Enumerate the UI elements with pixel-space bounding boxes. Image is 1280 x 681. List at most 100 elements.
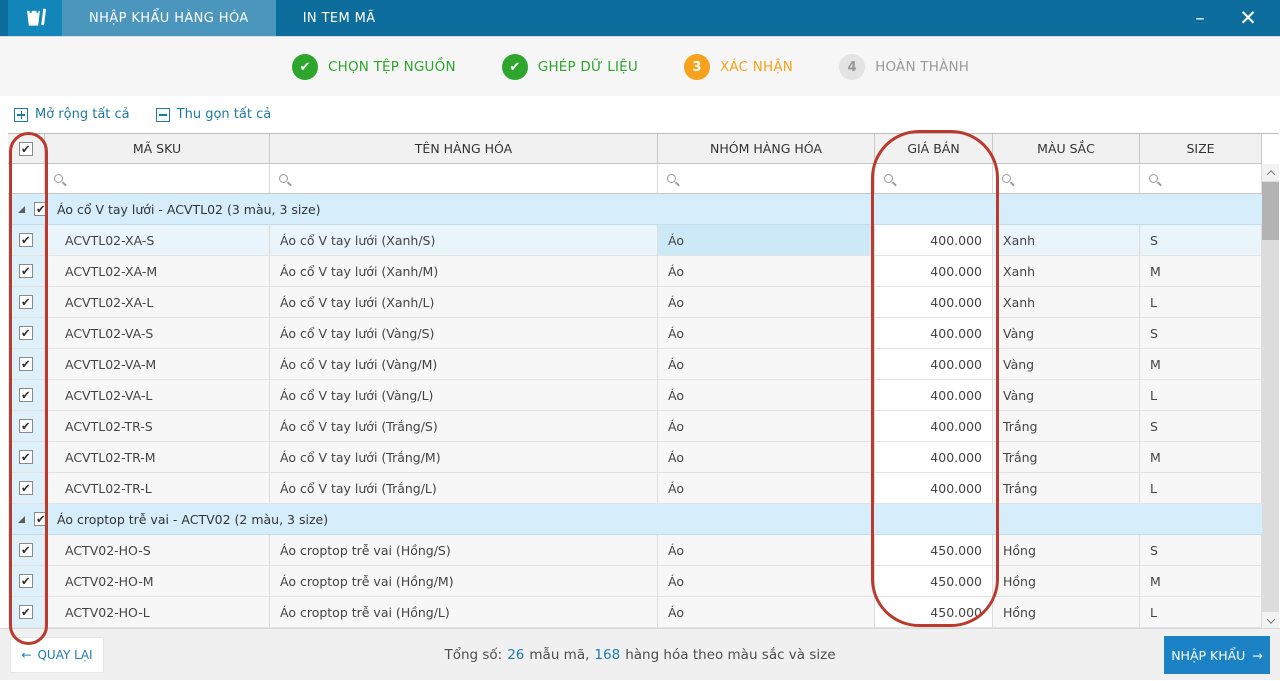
- row-checkbox[interactable]: [19, 574, 33, 588]
- size-cell: S: [1140, 411, 1262, 442]
- group-row[interactable]: Áo cổ V tay lưới - ACVTL02 (3 màu, 3 siz…: [8, 194, 1262, 225]
- step-label: HOÀN THÀNH: [875, 59, 970, 75]
- table-row[interactable]: ACTV02-HO-LÁo croptop trễ vai (Hồng/L)Áo…: [8, 597, 1262, 628]
- expand-all-button[interactable]: Mở rộng tất cả: [14, 107, 130, 122]
- tab-nhap-khau-hang-hoa[interactable]: NHẬP KHẨU HÀNG HÓA: [62, 0, 276, 36]
- color-cell: Hồng: [993, 535, 1140, 566]
- row-checkbox-cell[interactable]: [8, 597, 45, 628]
- row-checkbox[interactable]: [34, 512, 48, 526]
- price-cell[interactable]: 400.000: [875, 442, 993, 473]
- price-cell[interactable]: 400.000: [875, 256, 993, 287]
- import-button[interactable]: NHẬP KHẨU →: [1164, 636, 1270, 674]
- row-checkbox[interactable]: [19, 481, 33, 495]
- scroll-down-button[interactable]: [1262, 612, 1279, 628]
- filter-input-color[interactable]: [993, 164, 1140, 194]
- back-button[interactable]: ← QUAY LẠI: [10, 637, 104, 673]
- row-checkbox[interactable]: [19, 233, 33, 247]
- column-header-ten-hang-hoa[interactable]: TÊN HÀNG HÓA: [270, 134, 658, 164]
- name-cell: Áo croptop trễ vai (Hồng/M): [270, 566, 658, 597]
- group-row[interactable]: Áo croptop trễ vai - ACTV02 (2 màu, 3 si…: [8, 504, 1262, 535]
- row-checkbox[interactable]: [19, 357, 33, 371]
- row-checkbox-cell[interactable]: [8, 566, 45, 597]
- row-checkbox[interactable]: [19, 605, 33, 619]
- sku-cell: ACVTL02-TR-S: [45, 411, 270, 442]
- price-cell[interactable]: 400.000: [875, 349, 993, 380]
- back-button-label: QUAY LẠI: [37, 648, 93, 662]
- shopping-bag-icon: [21, 2, 49, 34]
- collapse-all-button[interactable]: Thu gọn tất cả: [155, 107, 271, 122]
- price-cell[interactable]: 400.000: [875, 318, 993, 349]
- table-row[interactable]: ACVTL02-XA-SÁo cổ V tay lưới (Xanh/S)Áo4…: [8, 225, 1262, 256]
- row-checkbox-cell[interactable]: [8, 473, 45, 504]
- group-expand-icon[interactable]: [18, 205, 25, 213]
- row-checkbox[interactable]: [19, 326, 33, 340]
- row-checkbox[interactable]: [19, 264, 33, 278]
- toolbar-band: Mở rộng tất cả Thu gọn tất cả: [0, 96, 1280, 133]
- filter-input-name[interactable]: [270, 164, 658, 194]
- search-icon: [884, 174, 893, 183]
- price-cell[interactable]: 450.000: [875, 597, 993, 628]
- sku-cell: ACTV02-HO-L: [45, 597, 270, 628]
- color-cell: Xanh: [993, 256, 1140, 287]
- table-row[interactable]: ACVTL02-TR-SÁo cổ V tay lưới (Trắng/S)Áo…: [8, 411, 1262, 442]
- column-header-nhom-hang-hoa[interactable]: NHÓM HÀNG HÓA: [658, 134, 875, 164]
- row-checkbox[interactable]: [19, 295, 33, 309]
- row-checkbox-cell[interactable]: [8, 411, 45, 442]
- row-checkbox[interactable]: [19, 450, 33, 464]
- table-row[interactable]: ACVTL02-XA-MÁo cổ V tay lưới (Xanh/M)Áo4…: [8, 256, 1262, 287]
- table-row[interactable]: ACTV02-HO-MÁo croptop trễ vai (Hồng/M)Áo…: [8, 566, 1262, 597]
- summary-suffix: hàng hóa theo màu sắc và size: [625, 647, 836, 663]
- row-checkbox-cell[interactable]: [8, 287, 45, 318]
- price-cell[interactable]: 400.000: [875, 411, 993, 442]
- table-row[interactable]: ACVTL02-VA-MÁo cổ V tay lưới (Vàng/M)Áo4…: [8, 349, 1262, 380]
- column-header-mau-sac[interactable]: MÀU SẮC: [993, 134, 1140, 164]
- filter-input-group[interactable]: [658, 164, 875, 194]
- table-row[interactable]: ACVTL02-TR-MÁo cổ V tay lưới (Trắng/M)Áo…: [8, 442, 1262, 473]
- row-checkbox-cell[interactable]: [8, 225, 45, 256]
- row-checkbox[interactable]: [19, 388, 33, 402]
- close-button[interactable]: ✕: [1239, 6, 1257, 30]
- filter-input-price[interactable]: [875, 164, 993, 194]
- row-checkbox-cell[interactable]: [8, 349, 45, 380]
- group-cell: Áo: [658, 411, 875, 442]
- row-checkbox-cell[interactable]: [8, 380, 45, 411]
- sku-cell: ACVTL02-XA-S: [45, 225, 270, 256]
- row-checkbox-cell[interactable]: [8, 442, 45, 473]
- name-cell: Áo cổ V tay lưới (Xanh/S): [270, 225, 658, 256]
- select-all-checkbox[interactable]: [19, 141, 33, 156]
- row-checkbox-cell[interactable]: [8, 318, 45, 349]
- price-cell[interactable]: 400.000: [875, 473, 993, 504]
- price-cell[interactable]: 400.000: [875, 380, 993, 411]
- table-row[interactable]: ACVTL02-XA-LÁo cổ V tay lưới (Xanh/L)Áo4…: [8, 287, 1262, 318]
- group-cell: Áo: [658, 318, 875, 349]
- row-checkbox[interactable]: [34, 202, 48, 216]
- column-header-size[interactable]: SIZE: [1140, 134, 1262, 164]
- vertical-scrollbar[interactable]: [1262, 164, 1279, 628]
- column-header-gia-ban[interactable]: GIÁ BÁN: [875, 134, 993, 164]
- price-cell[interactable]: 400.000: [875, 225, 993, 256]
- minimize-button[interactable]: –: [1195, 7, 1205, 29]
- row-checkbox-cell[interactable]: [8, 256, 45, 287]
- table-row[interactable]: ACVTL02-TR-LÁo cổ V tay lưới (Trắng/L)Áo…: [8, 473, 1262, 504]
- table-row[interactable]: ACTV02-HO-SÁo croptop trễ vai (Hồng/S)Áo…: [8, 535, 1262, 566]
- row-checkbox[interactable]: [19, 543, 33, 557]
- table-row[interactable]: ACVTL02-VA-SÁo cổ V tay lưới (Vàng/S)Áo4…: [8, 318, 1262, 349]
- scrollbar-thumb[interactable]: [1262, 182, 1279, 240]
- row-checkbox-cell[interactable]: [8, 535, 45, 566]
- tab-in-tem-ma[interactable]: IN TEM MÃ: [302, 10, 376, 26]
- group-cell: Áo: [658, 256, 875, 287]
- group-expand-icon[interactable]: [18, 515, 25, 523]
- price-cell[interactable]: 450.000: [875, 566, 993, 597]
- filter-input-sku[interactable]: [45, 164, 270, 194]
- color-cell: Vàng: [993, 318, 1140, 349]
- row-checkbox[interactable]: [19, 419, 33, 433]
- scroll-up-button[interactable]: [1262, 164, 1279, 181]
- color-cell: Hồng: [993, 597, 1140, 628]
- price-cell[interactable]: 400.000: [875, 287, 993, 318]
- table-row[interactable]: ACVTL02-VA-LÁo cổ V tay lưới (Vàng/L)Áo4…: [8, 380, 1262, 411]
- price-cell[interactable]: 450.000: [875, 535, 993, 566]
- column-header-ma-sku[interactable]: MÃ SKU: [45, 134, 270, 164]
- filter-input-size[interactable]: [1140, 164, 1262, 194]
- sku-cell: ACVTL02-XA-M: [45, 256, 270, 287]
- step-label: XÁC NHẬN: [719, 59, 794, 75]
